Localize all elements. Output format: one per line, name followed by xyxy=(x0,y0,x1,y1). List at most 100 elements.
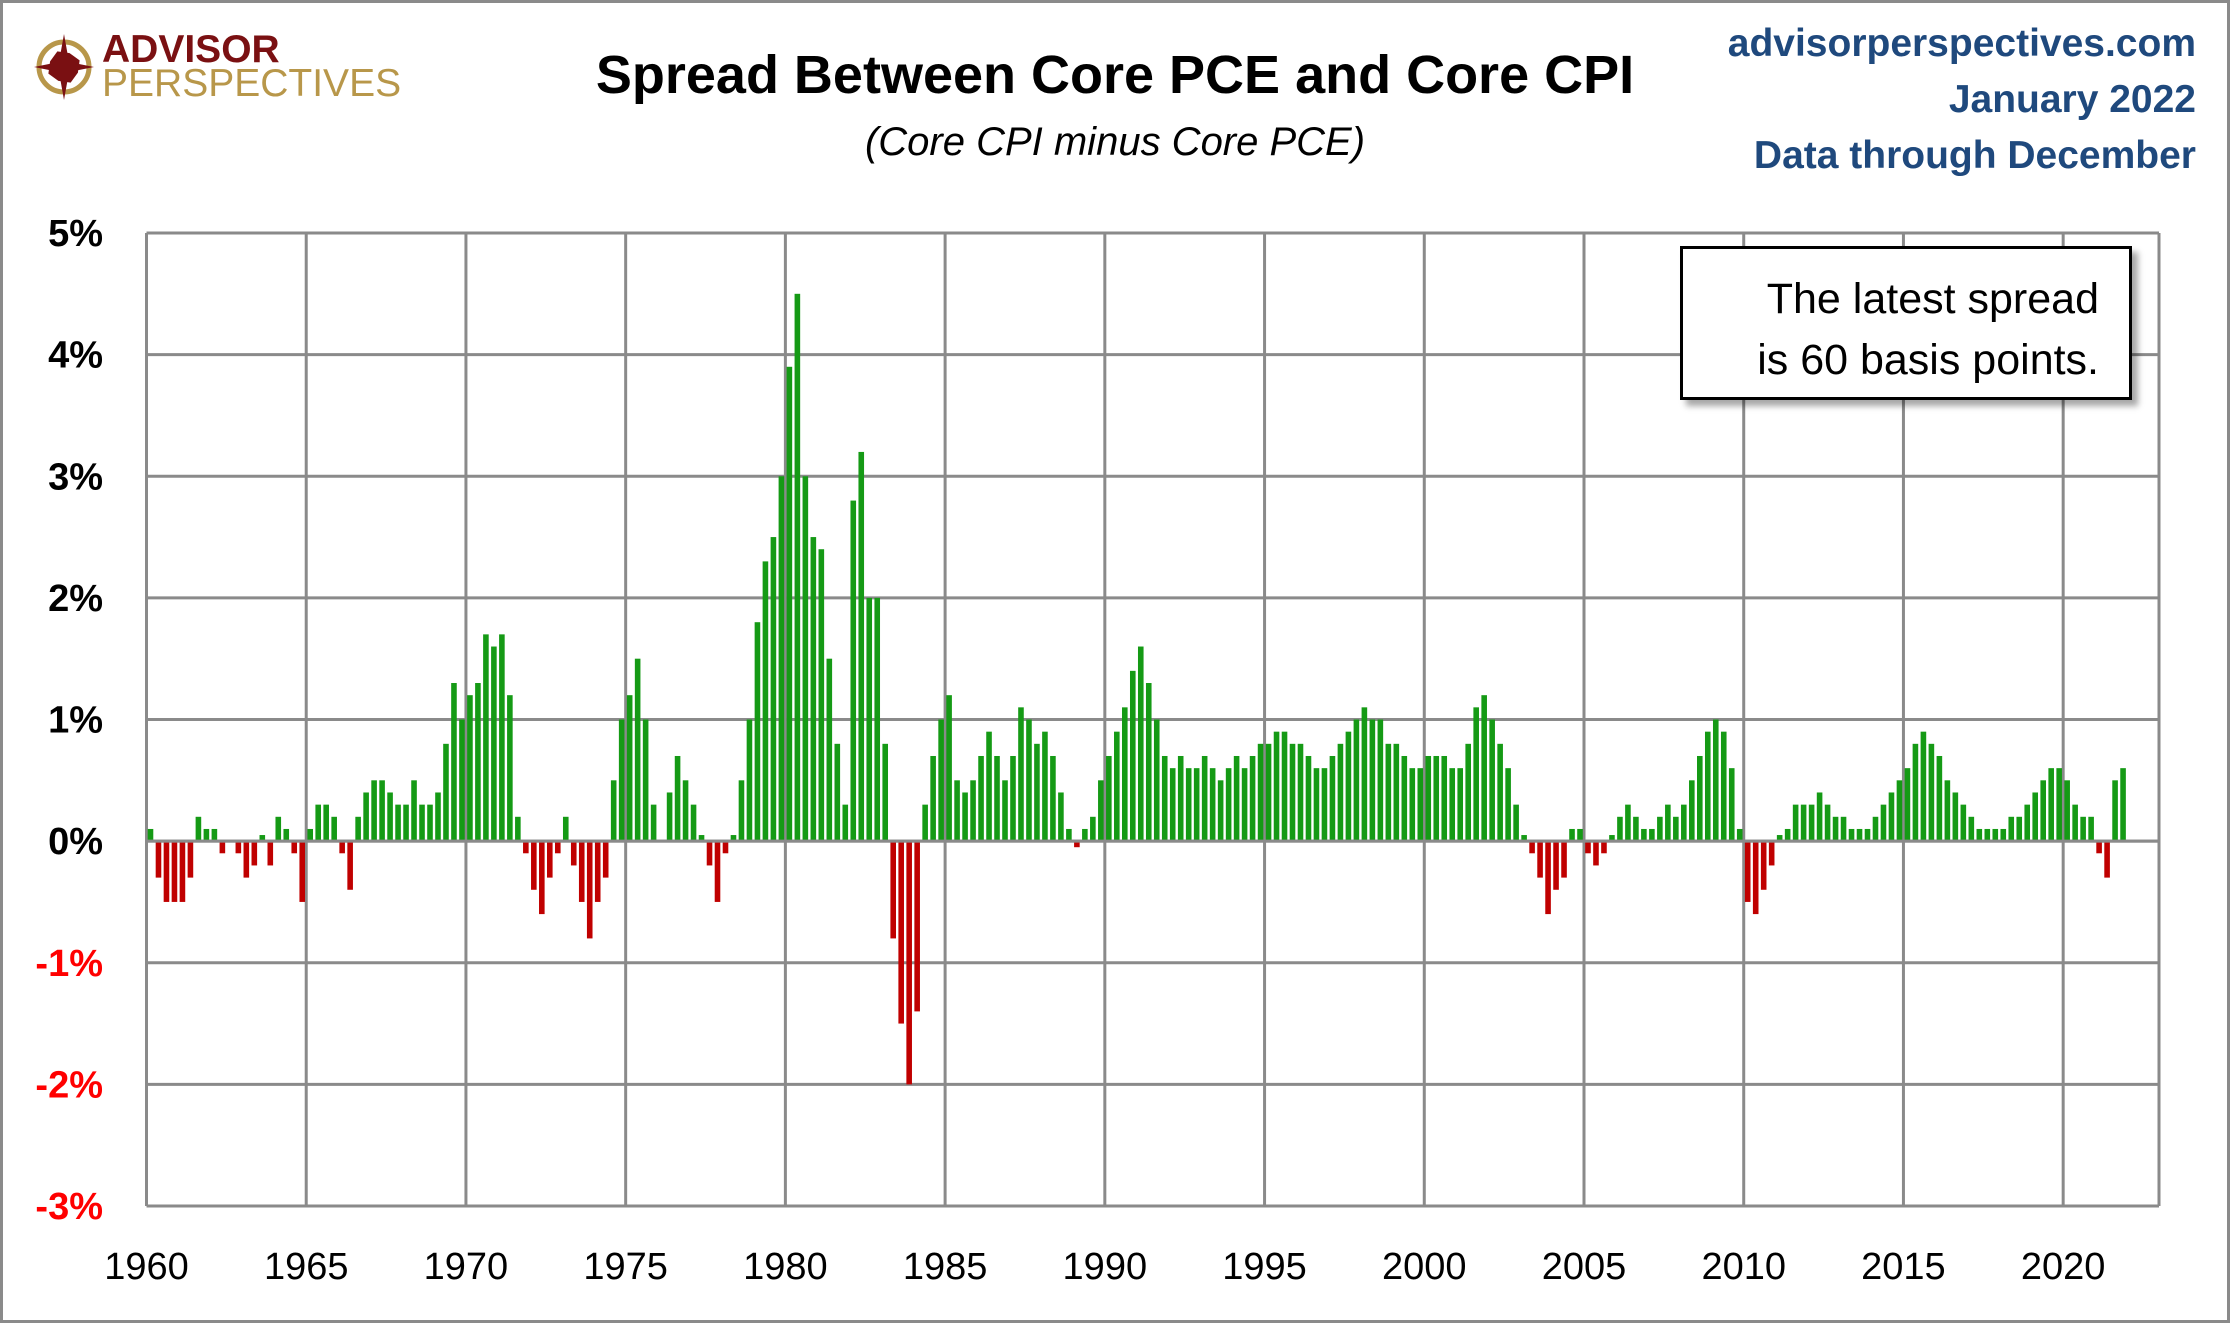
bar-positive xyxy=(626,695,633,842)
bar-negative xyxy=(523,841,529,854)
bar-negative xyxy=(243,841,250,878)
bar-positive xyxy=(1289,743,1296,842)
y-tick-label: 0% xyxy=(48,821,103,863)
bar-positive xyxy=(403,804,409,842)
y-tick-label: 1% xyxy=(48,700,103,742)
bar-positive xyxy=(1249,755,1256,842)
bar-positive xyxy=(283,828,290,842)
bar-positive xyxy=(1625,804,1631,842)
bar-positive xyxy=(1521,835,1527,842)
bar-negative xyxy=(179,841,186,902)
bar-positive xyxy=(618,719,625,842)
bar-positive xyxy=(1145,683,1152,842)
bar-positive xyxy=(1265,743,1272,842)
bar-positive xyxy=(1800,804,1807,842)
bar-positive xyxy=(1018,707,1024,842)
bar-positive xyxy=(483,634,489,842)
bar-positive xyxy=(203,828,210,842)
site-url: advisorperspectives.com xyxy=(1727,22,2196,65)
bar-positive xyxy=(1697,755,1703,842)
bar-positive xyxy=(1497,743,1503,842)
bar-positive xyxy=(1609,835,1615,842)
bar-positive xyxy=(1034,743,1040,842)
bar-negative xyxy=(339,841,345,854)
bar-positive xyxy=(1681,804,1687,842)
bar-positive xyxy=(1233,755,1240,842)
bar-positive xyxy=(411,780,417,842)
bar-positive xyxy=(922,804,928,842)
bar-positive xyxy=(954,780,960,842)
bar-positive xyxy=(1417,768,1424,842)
bar-positive xyxy=(1481,695,1487,842)
bar-positive xyxy=(1832,816,1839,842)
bar-positive xyxy=(1377,719,1384,842)
bar-positive xyxy=(1473,707,1479,842)
bar-negative xyxy=(1074,841,1080,848)
x-tick-label: 2020 xyxy=(2021,1246,2106,1288)
bar-positive xyxy=(331,816,337,842)
bar-positive xyxy=(850,500,857,842)
bar-positive xyxy=(2064,780,2070,842)
bar-positive xyxy=(986,731,992,842)
bar-positive xyxy=(1856,828,1863,842)
bar-positive xyxy=(1617,816,1623,842)
bar-positive xyxy=(2024,804,2031,842)
x-tick-label: 2005 xyxy=(1542,1246,1627,1288)
bar-positive xyxy=(1385,743,1392,842)
logo-text-advisor: ADVISOR xyxy=(102,28,280,71)
bar-positive xyxy=(770,537,777,842)
bar-positive xyxy=(682,780,689,842)
bar-negative xyxy=(539,841,545,915)
bar-positive xyxy=(1361,707,1368,842)
bar-positive xyxy=(1968,816,1975,842)
bar-positive xyxy=(1273,731,1280,842)
bar-positive xyxy=(786,366,793,842)
bar-positive xyxy=(1912,743,1919,842)
logo-text-perspectives: PERSPECTIVES xyxy=(102,62,402,105)
bar-positive xyxy=(946,695,952,842)
bar-negative xyxy=(1760,841,1767,890)
bar-positive xyxy=(1633,816,1639,842)
bar-positive xyxy=(562,816,569,842)
bar-positive xyxy=(1042,731,1048,842)
bar-positive xyxy=(1577,828,1583,842)
bar-positive xyxy=(259,835,266,842)
bar-positive xyxy=(970,780,976,842)
bar-negative xyxy=(1768,841,1775,866)
bar-positive xyxy=(507,695,513,842)
bar-positive xyxy=(435,792,441,842)
bar-negative xyxy=(2104,841,2110,878)
bar-negative xyxy=(163,841,170,902)
bar-positive xyxy=(371,780,377,842)
bar-positive xyxy=(1106,755,1112,842)
bar-negative xyxy=(1752,841,1759,915)
bar-negative xyxy=(914,841,920,1012)
bar-positive xyxy=(419,804,425,842)
bar-negative xyxy=(1561,841,1567,878)
bar-positive xyxy=(1002,780,1008,842)
x-tick-label: 2015 xyxy=(1861,1246,1946,1288)
bar-positive xyxy=(1337,743,1344,842)
chart-title: Spread Between Core PCE and Core CPI xyxy=(595,45,1635,105)
compass-icon xyxy=(34,34,94,100)
bar-positive xyxy=(1776,835,1783,842)
bar-positive xyxy=(1505,768,1511,842)
bar-positive xyxy=(1058,792,1064,842)
bar-positive xyxy=(2040,780,2046,842)
bar-positive xyxy=(2032,792,2039,842)
bar-positive xyxy=(1920,731,1927,842)
bar-positive xyxy=(1513,804,1519,842)
bar-positive xyxy=(475,683,481,842)
bar-positive xyxy=(1441,755,1448,842)
bar-positive xyxy=(1880,804,1887,842)
x-tick-label: 1960 xyxy=(104,1246,189,1288)
bar-positive xyxy=(1401,755,1408,842)
bar-positive xyxy=(315,804,321,842)
bar-positive xyxy=(451,683,457,842)
bar-positive xyxy=(1393,743,1400,842)
bar-positive xyxy=(1864,828,1871,842)
y-tick-label: -1% xyxy=(35,943,103,985)
x-tick-label: 1995 xyxy=(1222,1246,1307,1288)
